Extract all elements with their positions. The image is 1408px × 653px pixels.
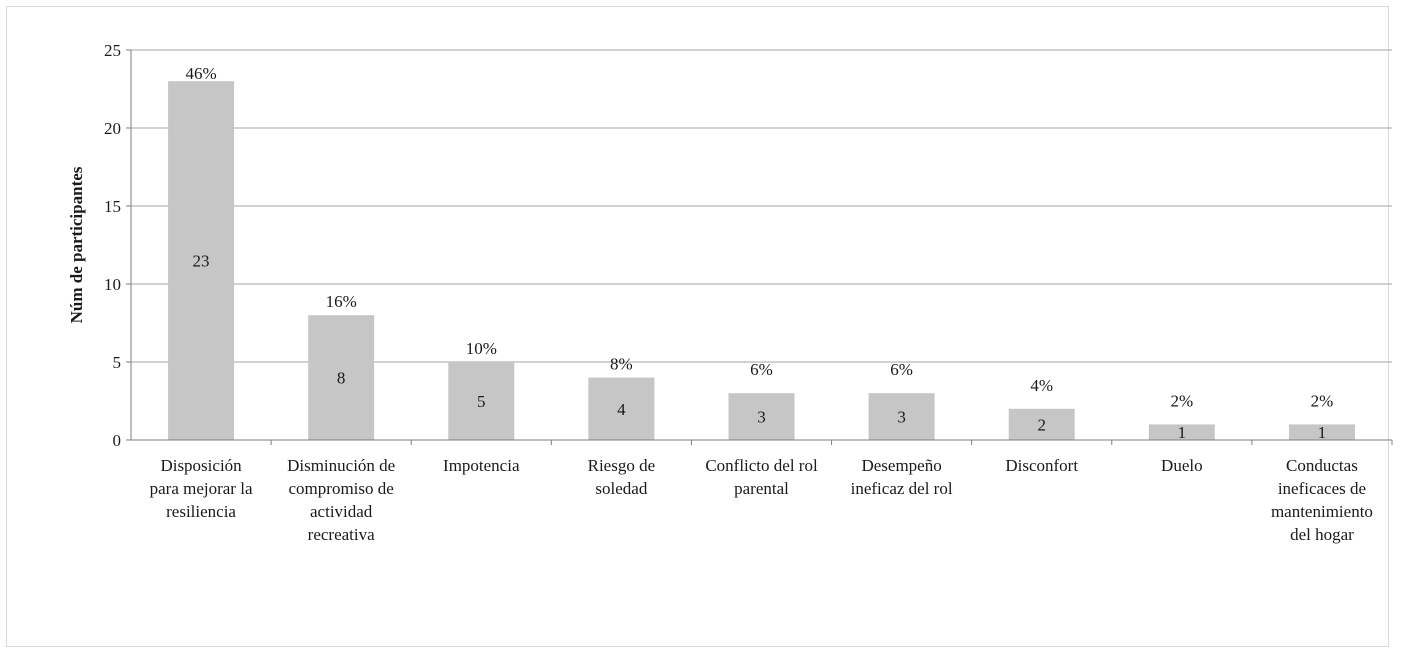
x-axis: Disposición para mejorar la resilienciaDis… <box>131 439 1393 544</box>
category-label: Riesgo de soledad <box>588 456 656 498</box>
bar <box>1148 424 1215 440</box>
category-label-line: Disconfort <box>1005 456 1078 475</box>
bar <box>168 81 235 440</box>
percent-label: 8% <box>610 355 633 374</box>
category-label-line: Duelo <box>1161 456 1203 475</box>
bar <box>588 377 655 440</box>
category-label-line: Disposición <box>160 456 242 475</box>
value-label: 3 <box>897 408 906 427</box>
value-label: 1 <box>1318 423 1327 442</box>
category-label-line: resiliencia <box>166 502 236 521</box>
value-label: 2 <box>1037 415 1046 434</box>
category-label-line: actividad <box>310 502 373 521</box>
category-label-line: mantenimiento <box>1271 502 1373 521</box>
bar <box>308 315 375 440</box>
y-tick-label: 25 <box>104 41 121 60</box>
category-label-line: ineficaces de <box>1278 479 1366 498</box>
bar <box>1288 424 1355 440</box>
category-label: Duelo <box>1161 456 1203 475</box>
category-label: Disposición para mejorar la resiliencia <box>150 456 253 521</box>
category-label-line: para mejorar la <box>150 479 253 498</box>
data-labels: 23 46% 8 16% 5 10% 4 8% 3 6% 3 6% 2 4% 1 2% 1 2% <box>185 64 1333 442</box>
category-label: Disconfort <box>1005 456 1078 475</box>
category-label: Conflicto del rol parental <box>705 456 818 498</box>
category-label-line: recreativa <box>308 525 375 544</box>
bars <box>168 81 1355 440</box>
category-label-line: Conductas <box>1286 456 1358 475</box>
percent-label: 2% <box>1170 391 1193 410</box>
percent-label: 46% <box>185 64 216 83</box>
bar <box>868 393 935 440</box>
value-label: 23 <box>193 252 210 271</box>
bar <box>1008 408 1075 440</box>
y-tick-label: 15 <box>104 197 121 216</box>
value-label: 4 <box>617 400 626 419</box>
chart-frame <box>6 6 1389 647</box>
value-label: 1 <box>1178 423 1187 442</box>
bar <box>448 362 515 440</box>
y-axis: 0 5 10 15 20 25 <box>104 41 132 450</box>
y-axis-label: Núm de participantes <box>67 166 86 323</box>
y-tick-label: 0 <box>113 431 122 450</box>
category-label: Disminución de compromiso de actividad recr… <box>287 456 395 544</box>
category-label: Desempeño ineficaz del rol <box>851 456 953 498</box>
y-tick-label: 20 <box>104 119 121 138</box>
category-label-line: parental <box>734 479 789 498</box>
category-label-line: soledad <box>595 479 647 498</box>
value-label: 3 <box>757 408 766 427</box>
percent-label: 6% <box>890 360 913 379</box>
category-label-line: del hogar <box>1290 525 1354 544</box>
percent-label: 10% <box>466 339 497 358</box>
category-label-line: compromiso de <box>289 479 394 498</box>
bar <box>728 393 795 440</box>
value-label: 5 <box>477 392 486 411</box>
category-label: Impotencia <box>443 456 520 475</box>
category-label-line: Disminución de <box>287 456 395 475</box>
category-label-line: Impotencia <box>443 456 520 475</box>
percent-label: 2% <box>1311 391 1334 410</box>
category-label-line: ineficaz del rol <box>851 479 953 498</box>
percent-label: 16% <box>326 292 357 311</box>
category-label-line: Desempeño <box>861 456 941 475</box>
percent-label: 6% <box>750 360 773 379</box>
y-tick-label: 10 <box>104 275 121 294</box>
category-label-line: Riesgo de <box>588 456 656 475</box>
y-tick-label: 5 <box>113 353 122 372</box>
category-label: Conductas ineficaces de mantenimiento del h… <box>1271 456 1373 544</box>
category-label-line: Conflicto del rol <box>705 456 818 475</box>
percent-label: 4% <box>1030 376 1053 395</box>
value-label: 8 <box>337 369 346 388</box>
